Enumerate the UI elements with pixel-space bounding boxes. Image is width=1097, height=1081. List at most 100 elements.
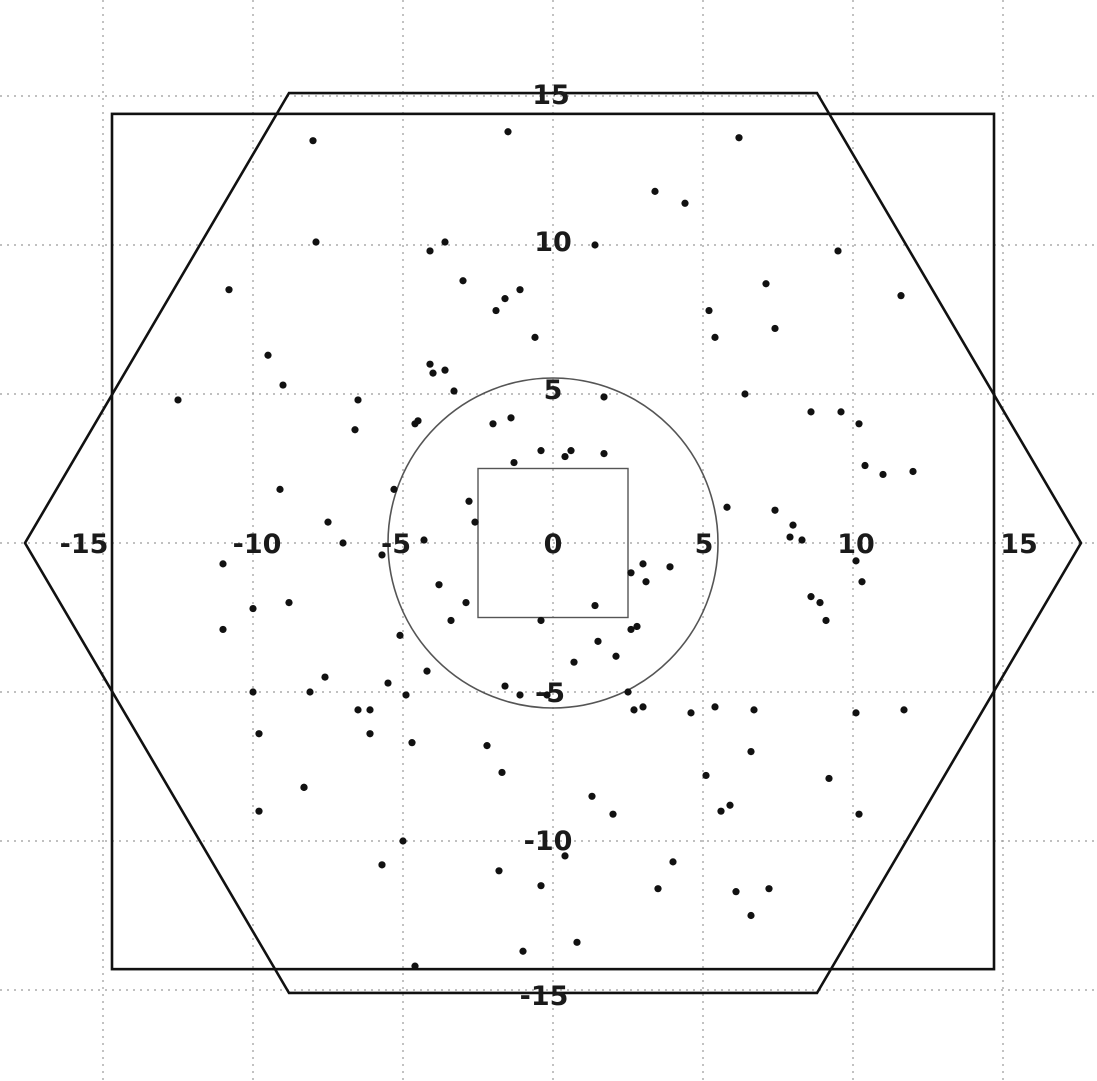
data-points [174, 128, 917, 970]
outer-square [110, 112, 996, 971]
data-point [573, 938, 581, 946]
data-point [594, 637, 602, 645]
data-point [750, 706, 758, 714]
data-point [687, 709, 695, 717]
data-point [462, 599, 470, 607]
data-point [825, 774, 833, 783]
data-point [771, 324, 779, 333]
data-point [762, 280, 770, 288]
data-point [567, 447, 575, 455]
data-point [627, 569, 635, 577]
data-point [459, 277, 467, 285]
data-point [723, 503, 731, 511]
data-point [633, 622, 641, 631]
data-point [807, 593, 815, 601]
data-point [507, 414, 515, 422]
data-point [537, 882, 545, 890]
data-point [324, 518, 332, 526]
data-point [366, 730, 374, 738]
data-point [747, 911, 755, 920]
y-tick-label-15: 15 [532, 80, 570, 111]
x-tick-label-10: 10 [837, 529, 875, 560]
data-point [495, 867, 503, 875]
y-tick-label-neg15: -15 [520, 981, 569, 1012]
data-point [426, 360, 434, 368]
x-tick-label-15: 15 [1000, 529, 1038, 560]
data-point [366, 706, 374, 714]
data-point [255, 807, 263, 815]
data-point [501, 295, 509, 303]
data-point [861, 461, 869, 470]
data-point [465, 497, 473, 505]
data-point [219, 560, 227, 568]
data-point [255, 730, 263, 738]
data-point [639, 560, 647, 568]
data-point [312, 238, 320, 246]
data-point [471, 518, 479, 526]
data-point [339, 539, 347, 547]
data-point [591, 241, 599, 249]
data-point [726, 801, 734, 809]
data-point [435, 581, 443, 589]
data-point [609, 810, 617, 818]
data-point [501, 682, 509, 690]
data-point [396, 631, 404, 639]
data-point [879, 470, 887, 479]
data-point [423, 667, 431, 675]
data-point [666, 563, 674, 571]
data-point [837, 408, 845, 416]
data-point [249, 688, 257, 696]
data-point [402, 691, 410, 699]
data-point [600, 393, 608, 401]
data-point [702, 771, 710, 780]
data-point [717, 807, 725, 815]
inner-square [477, 467, 629, 619]
data-point [591, 601, 599, 610]
data-point [249, 604, 257, 613]
data-point [498, 768, 506, 777]
y-tick-label-5: 5 [544, 375, 563, 406]
data-point [855, 810, 863, 818]
data-point [384, 679, 392, 687]
data-point [411, 962, 419, 970]
data-point [537, 447, 545, 455]
data-point [279, 381, 287, 389]
data-point [897, 292, 905, 300]
data-point [747, 748, 755, 756]
data-point [504, 128, 512, 136]
data-point [420, 536, 428, 544]
data-point [489, 420, 497, 428]
data-point [219, 625, 227, 634]
data-point [483, 742, 491, 750]
data-point [807, 408, 815, 416]
data-point [771, 506, 779, 514]
data-point [612, 652, 620, 660]
data-point [588, 792, 596, 800]
data-point [798, 536, 806, 544]
data-point [711, 333, 719, 341]
data-point [351, 426, 359, 434]
data-point [732, 888, 740, 896]
data-point [447, 616, 455, 625]
data-point [516, 691, 524, 699]
data-point [711, 703, 719, 711]
data-point [285, 599, 293, 607]
data-point [378, 861, 386, 869]
data-point [411, 420, 419, 428]
data-point [627, 625, 635, 634]
data-point [429, 369, 437, 377]
origin-label: 0 [544, 529, 563, 560]
data-point [309, 137, 317, 145]
data-point [639, 703, 647, 711]
data-point [516, 286, 524, 294]
data-point [174, 396, 182, 404]
data-point [531, 333, 539, 341]
x-tick-label-neg15: -15 [60, 529, 109, 560]
x-tick-label-neg5: -5 [381, 529, 411, 560]
data-point [354, 706, 362, 714]
data-point [441, 238, 449, 246]
data-point [654, 885, 662, 893]
data-point [378, 551, 386, 559]
hexagon [23, 91, 1083, 995]
